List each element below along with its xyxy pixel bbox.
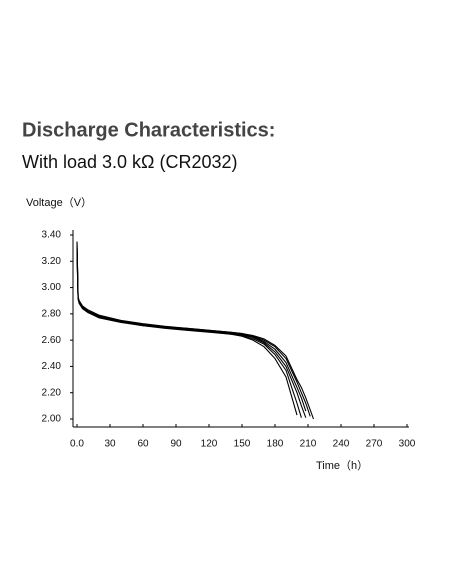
y-tick-label: 2.40 <box>42 361 62 372</box>
x-tick-label: 180 <box>267 439 284 450</box>
x-tick-label: 240 <box>333 439 350 450</box>
x-tick-label: 0.0 <box>70 439 84 450</box>
x-tick-label: 60 <box>137 439 149 450</box>
chart-title: Discharge Characteristics: <box>22 119 275 141</box>
y-tick-label: 2.80 <box>42 308 62 319</box>
y-axis-label: Voltage（V） <box>26 196 92 209</box>
series-line <box>76 242 315 420</box>
series-line <box>76 254 307 418</box>
x-tick-label: 270 <box>366 439 383 450</box>
x-tick-label: 120 <box>201 439 218 450</box>
x-tick-label: 210 <box>300 439 317 450</box>
y-tick-label: 3.00 <box>42 282 62 293</box>
x-axis-label: Time（h） <box>316 459 368 472</box>
chart-subtitle: With load 3.0 kΩ (CR2032) <box>22 152 238 172</box>
x-tick-label: 30 <box>104 439 116 450</box>
series-line <box>76 250 307 412</box>
x-tick-label: 150 <box>234 439 251 450</box>
y-tick-label: 2.00 <box>42 414 62 425</box>
y-tick-label: 2.60 <box>42 335 62 346</box>
series-line <box>76 248 302 418</box>
y-tick-label: 2.20 <box>42 387 62 398</box>
y-tick-label: 3.20 <box>42 256 62 267</box>
y-tick-label: 3.40 <box>42 230 62 241</box>
x-tick-label: 90 <box>170 439 182 450</box>
x-tick-label: 300 <box>399 439 416 450</box>
